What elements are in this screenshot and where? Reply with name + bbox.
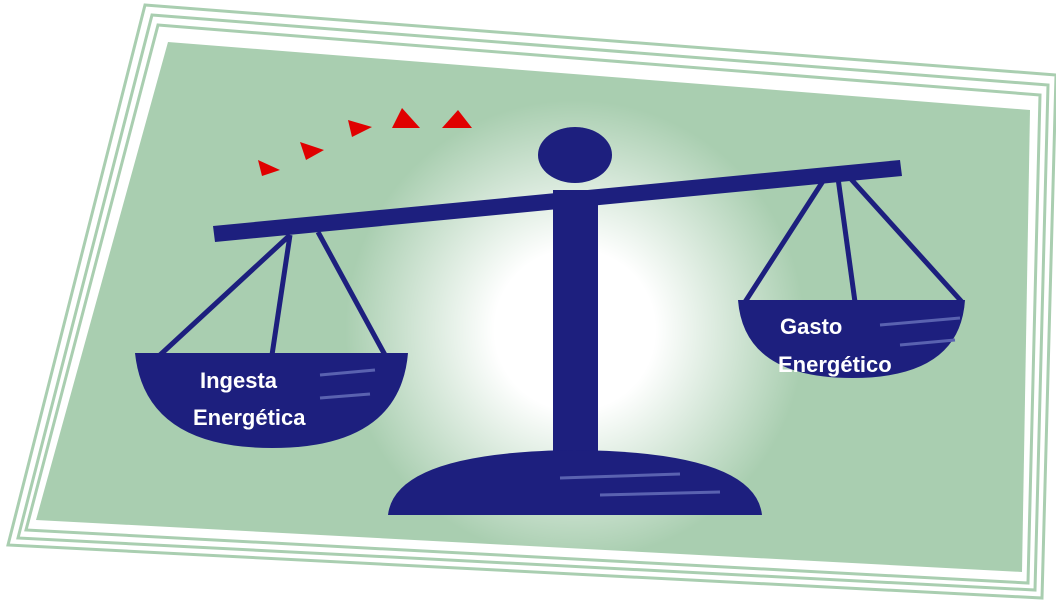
left-pan-label: Ingesta — [200, 368, 278, 393]
left-pan-label: Energética — [193, 405, 306, 430]
right-pan-label: Energético — [778, 352, 892, 377]
shine — [319, 316, 961, 497]
scale — [135, 127, 965, 515]
right-pan-label: Gasto — [780, 314, 842, 339]
arrows — [258, 108, 472, 176]
